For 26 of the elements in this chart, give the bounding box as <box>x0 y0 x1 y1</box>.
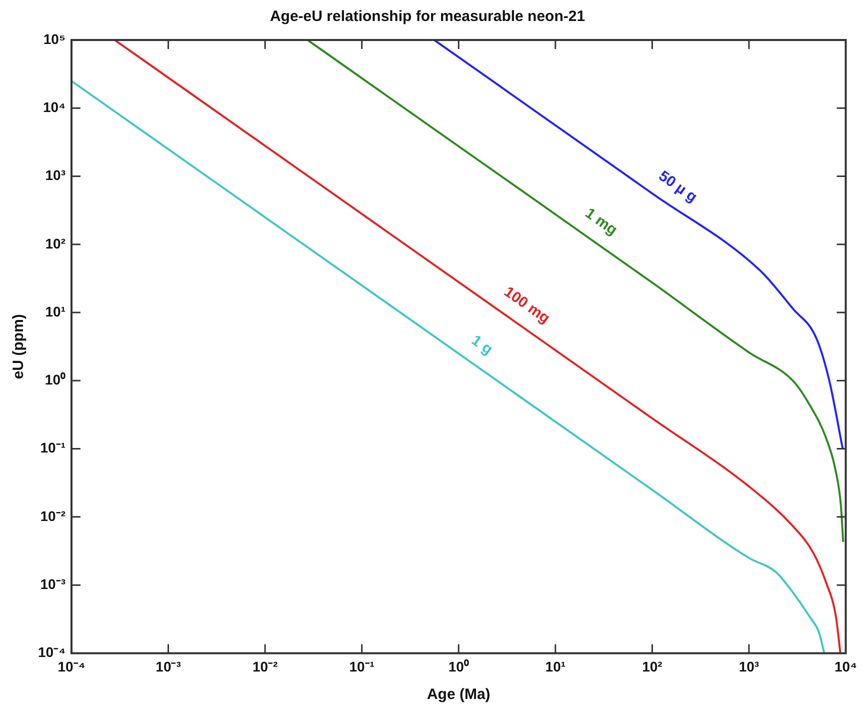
text: 100 mg <box>500 283 553 328</box>
x-tick-label: 10⁻³ <box>156 658 182 674</box>
y-tick-label: 10¹ <box>45 303 66 320</box>
x-tick-label: 10⁻² <box>252 658 278 674</box>
x-tick-label: 10² <box>642 658 663 674</box>
x-axis-title: Age (Ma) <box>426 686 490 704</box>
chart-title: Age-eU relationship for measurable neon-21 <box>270 8 586 26</box>
x-tick-label: 10⁴ <box>834 658 858 674</box>
text: 1 g <box>468 332 496 358</box>
y-tick-label: 10⁵ <box>43 30 66 47</box>
y-tick-label: 10² <box>45 235 66 252</box>
y-tick-label: 10⁴ <box>42 98 66 115</box>
y-tick-label: 10⁻⁴ <box>38 644 66 660</box>
y-tick-label: 10³ <box>45 167 66 184</box>
y-tick-label: 10⁰ <box>44 372 66 388</box>
x-tick-label: 10⁻⁴ <box>58 658 86 674</box>
y-tick-label: 10⁻¹ <box>40 440 66 456</box>
x-tick-label: 10³ <box>738 658 760 674</box>
y-tick-label: 10⁻³ <box>40 576 66 592</box>
y-axis-title: eU (ppm) <box>10 314 28 380</box>
x-tick-label: 10¹ <box>545 658 566 674</box>
x-tick-label: 10⁻¹ <box>349 658 375 674</box>
x-tick-label: 10⁰ <box>448 658 469 674</box>
text: 50 µ g <box>655 167 700 206</box>
text: 1 mg <box>582 204 620 239</box>
y-tick-label: 10⁻² <box>40 508 66 524</box>
